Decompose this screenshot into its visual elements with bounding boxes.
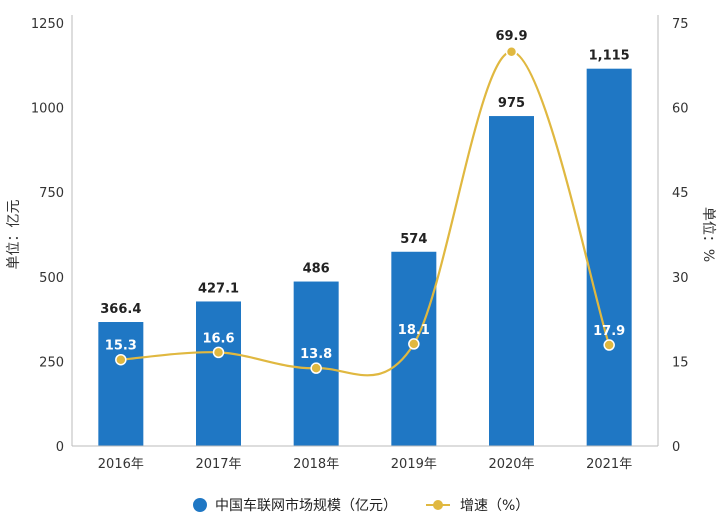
x-tick-label: 2018年 <box>293 457 339 472</box>
x-tick-label: 2019年 <box>391 457 437 472</box>
growth-line-series <box>115 46 615 377</box>
axes <box>71 15 659 447</box>
growth-point <box>603 339 615 351</box>
bar <box>98 322 144 446</box>
bar <box>586 68 632 447</box>
right-tick-label: 75 <box>672 17 689 32</box>
bar-value-label: 486 <box>303 262 330 277</box>
data-labels: 366.4 427.1 486 574 975 1,115 15.3 16.6 13.8 18.1… <box>100 29 629 362</box>
growth-point <box>408 338 420 350</box>
bar-value-label: 574 <box>400 232 427 247</box>
legend-bar-marker <box>193 498 207 512</box>
ticks: 0 250 500 750 1000 1250 0 15 30 45 60 75 2016年 2017年 2… <box>31 17 689 472</box>
legend-line-marker-dot <box>433 500 443 510</box>
left-tick-label: 1000 <box>31 102 64 117</box>
growth-value-label: 17.9 <box>593 324 625 339</box>
bar-value-label: 975 <box>498 96 525 111</box>
right-tick-label: 30 <box>672 271 689 286</box>
x-tick-label: 2020年 <box>488 457 534 472</box>
bar-value-label: 427.1 <box>198 281 239 296</box>
left-axis-title: 单位：亿元 <box>6 200 22 270</box>
x-tick-label: 2021年 <box>586 457 632 472</box>
right-tick-label: 15 <box>672 355 689 370</box>
left-tick-label: 750 <box>39 186 64 201</box>
right-tick-label: 0 <box>672 440 680 455</box>
right-tick-label: 60 <box>672 102 689 117</box>
growth-value-label: 13.8 <box>300 347 332 362</box>
growth-value-label: 16.6 <box>202 331 234 346</box>
right-tick-label: 45 <box>672 186 689 201</box>
growth-point <box>310 362 322 374</box>
legend: 中国车联网市场规模（亿元） 增速（%） <box>193 497 529 514</box>
legend-line-label: 增速（%） <box>460 498 529 514</box>
bar-value-label: 366.4 <box>100 302 141 317</box>
growth-point <box>115 353 127 366</box>
x-tick-label: 2017年 <box>195 457 241 472</box>
growth-value-label: 15.3 <box>105 339 137 354</box>
x-tick-label: 2016年 <box>98 457 144 472</box>
bar <box>489 116 534 446</box>
growth-value-label: 18.1 <box>398 323 430 338</box>
growth-point <box>505 46 518 58</box>
growth-line <box>120 50 611 377</box>
bar <box>196 301 241 446</box>
bar-value-label: 1,115 <box>589 49 630 64</box>
bar-series <box>98 68 632 447</box>
legend-bar-label: 中国车联网市场规模（亿元） <box>215 497 397 514</box>
growth-value-label: 69.9 <box>495 29 527 44</box>
left-tick-label: 500 <box>39 271 64 286</box>
left-tick-label: 1250 <box>31 17 64 32</box>
left-tick-label: 0 <box>56 440 64 455</box>
right-axis-title: 单位：% <box>700 207 716 262</box>
left-tick-label: 250 <box>39 355 64 370</box>
growth-point <box>212 346 225 359</box>
